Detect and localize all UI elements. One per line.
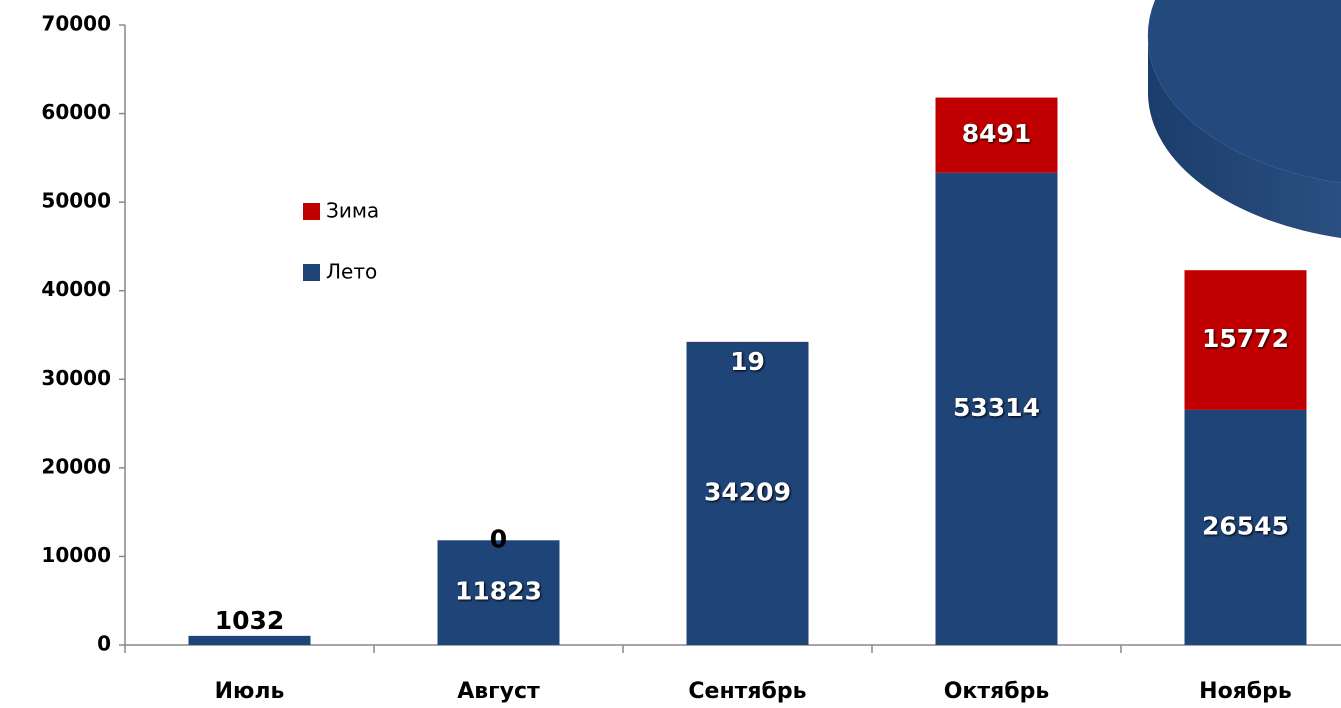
y-tick-label: 60000: [41, 100, 111, 124]
data-label: 11823: [455, 577, 542, 606]
data-label: 34209: [704, 478, 791, 507]
legend-swatch: [303, 264, 320, 281]
y-tick-label: 50000: [41, 189, 111, 213]
x-tick-label: Август: [457, 679, 540, 704]
x-tick-label: Ноябрь: [1199, 679, 1292, 704]
pie-decoration: [1148, 0, 1341, 238]
legend-swatch: [303, 203, 320, 220]
y-tick-label: 0: [97, 632, 111, 656]
chart: 0 10000 20000 30000 40000 50000 60000 70000 Июль…: [0, 0, 1341, 708]
data-label: 15772: [1202, 324, 1289, 353]
y-tick-label: 10000: [41, 543, 111, 567]
x-tick-label: Октябрь: [944, 679, 1050, 704]
y-tick-label: 20000: [41, 454, 111, 478]
data-label: 8491: [962, 119, 1032, 148]
y-tick-label: 40000: [41, 277, 111, 301]
data-label: 19: [730, 347, 765, 376]
legend-label: Зима: [326, 199, 379, 223]
data-label: 26545: [1202, 511, 1289, 540]
data-label: 0: [490, 524, 507, 553]
bar-segment: [189, 636, 311, 645]
y-tick-label: 70000: [41, 12, 111, 36]
data-label: 53314: [953, 393, 1040, 422]
legend-label: Лето: [326, 260, 377, 284]
y-tick-label: 30000: [41, 366, 111, 390]
x-tick-label: Сентябрь: [688, 679, 806, 704]
x-tick-label: Июль: [215, 679, 285, 704]
data-label: 1032: [215, 606, 285, 635]
